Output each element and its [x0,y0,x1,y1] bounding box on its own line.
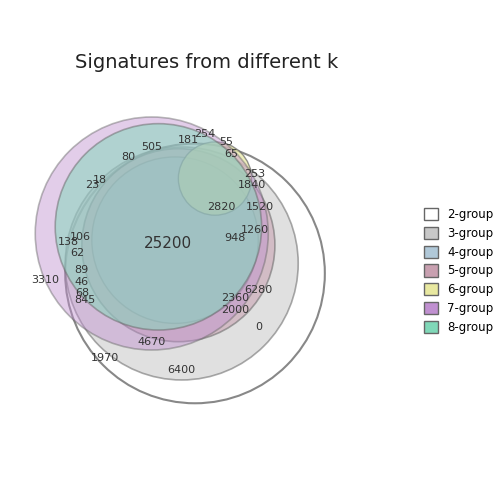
Text: 80: 80 [121,152,136,162]
Text: 6280: 6280 [244,285,272,295]
Circle shape [55,123,262,330]
Text: 1520: 1520 [246,202,274,212]
Text: 2820: 2820 [208,202,236,212]
Title: Signatures from different k: Signatures from different k [75,52,338,72]
Text: 845: 845 [75,295,96,305]
Text: 2360: 2360 [221,293,249,303]
Text: 6400: 6400 [168,365,196,375]
Text: 65: 65 [225,149,238,159]
Circle shape [35,117,268,350]
Text: 106: 106 [70,232,91,242]
Text: 68: 68 [75,288,89,298]
Text: 181: 181 [178,135,199,145]
Text: 254: 254 [195,129,216,139]
Text: 25200: 25200 [144,236,193,251]
Text: 89: 89 [75,265,89,275]
Text: 948: 948 [224,233,245,243]
Text: 3310: 3310 [31,275,59,285]
Circle shape [92,157,258,324]
Text: 253: 253 [244,169,266,178]
Text: 0: 0 [255,322,262,332]
Circle shape [178,142,251,215]
Text: 138: 138 [58,237,79,247]
Legend: 2-group, 3-group, 4-group, 5-group, 6-group, 7-group, 8-group: 2-group, 3-group, 4-group, 5-group, 6-gr… [420,204,497,338]
Circle shape [65,147,298,380]
Circle shape [82,149,275,342]
Text: 1970: 1970 [91,353,119,363]
Text: 1260: 1260 [241,225,269,235]
Text: 4670: 4670 [138,337,166,347]
Text: 55: 55 [220,137,234,147]
Text: 62: 62 [70,248,84,259]
Text: 505: 505 [141,142,162,152]
Text: 18: 18 [93,175,107,185]
Text: 23: 23 [85,180,99,190]
Text: 2000: 2000 [221,305,249,315]
Text: 46: 46 [75,277,89,287]
Text: 1840: 1840 [237,180,266,190]
